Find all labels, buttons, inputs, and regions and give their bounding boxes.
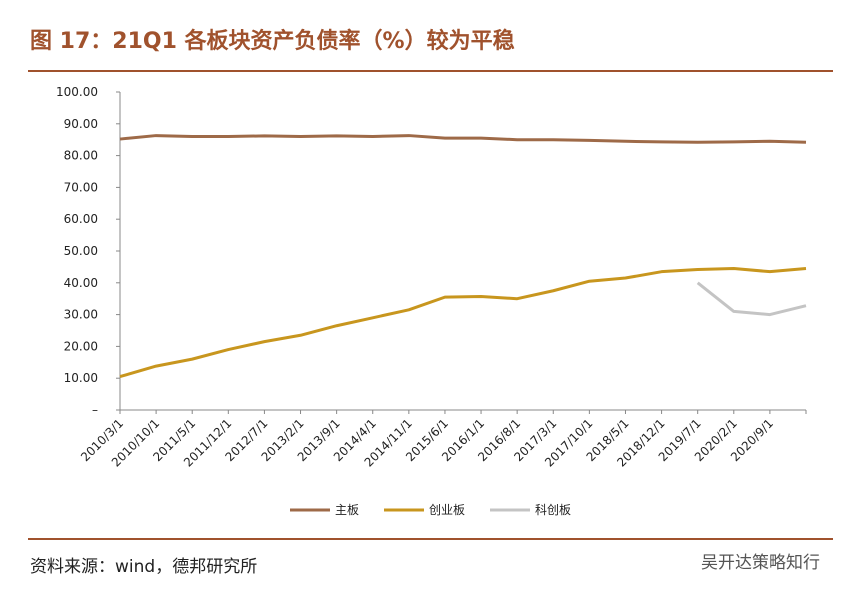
y-tick-label: 100.00 [56, 85, 98, 99]
y-tick-label: – [92, 403, 98, 417]
series-line [119, 134, 807, 144]
y-tick-label: 70.00 [64, 180, 98, 194]
series-line [119, 266, 807, 379]
series-line [696, 281, 807, 317]
y-tick-label: 20.00 [64, 339, 98, 353]
legend-label: 创业板 [429, 503, 465, 517]
y-tick-label: 90.00 [64, 117, 98, 131]
chart-title: 图 17：21Q1 各板块资产负债率（%）较为平稳 [30, 28, 515, 54]
watermark: 吴开达策略知行 [701, 553, 820, 573]
source: 资料来源：wind，德邦研究所 [30, 557, 257, 577]
y-tick-label: 30.00 [64, 308, 98, 322]
y-tick-label: 10.00 [64, 371, 98, 385]
y-tick-label: 60.00 [64, 212, 98, 226]
y-tick-label: 40.00 [64, 276, 98, 290]
legend-label: 主板 [335, 503, 359, 517]
y-tick-label: 50.00 [64, 244, 98, 258]
y-tick-label: 80.00 [64, 149, 98, 163]
legend-label: 科创板 [535, 503, 571, 517]
